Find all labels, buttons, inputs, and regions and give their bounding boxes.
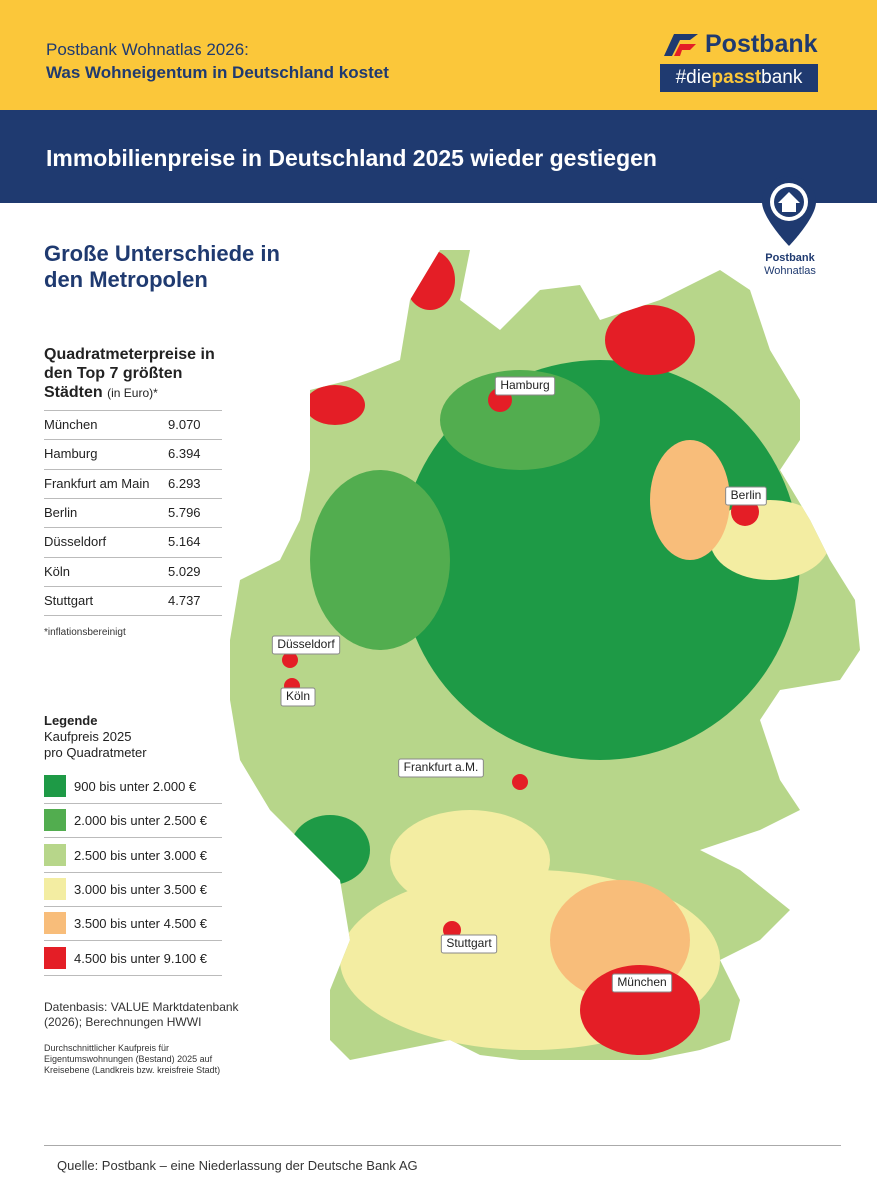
table-rule bbox=[44, 527, 222, 529]
city-name: Stuttgart bbox=[44, 592, 94, 608]
city-labels: Hamburg Berlin Düsseldorf Köln Frankfurt a.M… bbox=[271, 376, 767, 993]
table-rule bbox=[44, 615, 222, 617]
city-box bbox=[611, 973, 673, 993]
legend-sub1: Kaufpreis 2025 bbox=[44, 729, 132, 744]
city-price: 6.394 bbox=[168, 446, 201, 462]
subtitle: Große Unterschiede in den Metropolen bbox=[44, 241, 280, 292]
city-price: 5.164 bbox=[168, 534, 201, 550]
hashtag: #diepasstbank bbox=[660, 64, 818, 92]
city-price: 5.796 bbox=[168, 504, 201, 520]
city-name: Hamburg bbox=[44, 446, 98, 462]
table-title: Quadratmeterpreise in den Top 7 größten … bbox=[44, 345, 224, 403]
table-rule bbox=[44, 468, 222, 470]
city-name: Köln bbox=[44, 563, 71, 579]
city-label: Düsseldorf bbox=[277, 637, 335, 651]
header-line2: Was Wohneigentum in Deutschland kostet bbox=[46, 63, 389, 82]
city-box bbox=[398, 758, 484, 778]
table-unit: (in Euro)* bbox=[107, 386, 158, 400]
city-label: Stuttgart bbox=[446, 936, 492, 950]
footnote: *inflationsbereinigt bbox=[44, 627, 126, 638]
legend-swatch bbox=[44, 946, 66, 969]
city-price: 4.737 bbox=[168, 592, 201, 608]
brand: Postbank bbox=[705, 30, 818, 58]
banner-title: Immobilienpreise in Deutschland 2025 wie… bbox=[46, 145, 657, 171]
city-label: Berlin bbox=[731, 488, 762, 502]
legend-swatch bbox=[44, 843, 66, 866]
table-rule bbox=[44, 585, 222, 587]
logo-line2: Wohnatlas bbox=[764, 265, 816, 277]
city-box bbox=[440, 934, 498, 954]
table-rule bbox=[44, 837, 222, 839]
table-rule bbox=[44, 439, 222, 441]
legend-label: 4.500 bis unter 9.100 € bbox=[74, 950, 207, 966]
map-regions bbox=[230, 250, 860, 1060]
city-name: München bbox=[44, 417, 98, 432]
hashtag-c: bank bbox=[761, 67, 803, 88]
city-box bbox=[280, 687, 316, 707]
table-rule bbox=[44, 940, 222, 942]
city-price: 9.070 bbox=[168, 417, 201, 432]
legend-label: 2.000 bis unter 2.500 € bbox=[74, 813, 207, 829]
legend-sub2: pro Quadratmeter bbox=[44, 745, 147, 760]
city-label: Köln bbox=[286, 689, 310, 703]
hashtag-b: passt bbox=[711, 67, 762, 88]
legend-label: 900 bis unter 2.000 € bbox=[74, 779, 197, 794]
banner: Immobilienpreise in Deutschland 2025 wie… bbox=[0, 110, 877, 203]
note: Durchschnittlicher Kaufpreis für Eigentu… bbox=[44, 1043, 221, 1075]
city-price: 6.293 bbox=[168, 475, 201, 491]
legend-swatch bbox=[44, 809, 66, 832]
hashtag-a: #die bbox=[675, 67, 712, 88]
divider bbox=[44, 1145, 841, 1146]
legend-swatch bbox=[44, 775, 66, 797]
logo-pin bbox=[762, 176, 816, 246]
city-label: Frankfurt a.M. bbox=[404, 760, 479, 774]
city-name: Berlin bbox=[44, 504, 78, 520]
table-title-text: Quadratmeterpreise in den Top 7 größten … bbox=[44, 346, 215, 401]
legend-swatch bbox=[44, 877, 66, 900]
city-label: Hamburg bbox=[500, 378, 549, 392]
logo-line1: Postbank bbox=[765, 252, 815, 264]
city-name: Frankfurt am Main bbox=[44, 475, 150, 491]
legend-label: 3.000 bis unter 3.500 € bbox=[74, 881, 207, 897]
header-line1: Postbank Wohnatlas 2026: bbox=[46, 40, 249, 59]
city-box bbox=[271, 635, 341, 655]
table-rule bbox=[44, 974, 222, 976]
datasource: Datenbasis: VALUE Marktdatenbank (2026);… bbox=[44, 1000, 239, 1029]
table-rule bbox=[44, 871, 222, 873]
legend-label: 3.500 bis unter 4.500 € bbox=[74, 916, 207, 932]
legend-title: Legende bbox=[44, 713, 98, 728]
table-rule bbox=[44, 556, 222, 558]
city-price: 5.029 bbox=[168, 563, 201, 579]
legend-swatch bbox=[44, 912, 66, 935]
legend-label: 2.500 bis unter 3.000 € bbox=[74, 847, 207, 863]
table-rule bbox=[44, 905, 222, 907]
source: Quelle: Postbank – eine Niederlassung de… bbox=[57, 1158, 418, 1173]
brand-stripes bbox=[664, 34, 698, 56]
city-box bbox=[494, 376, 556, 396]
table-rule bbox=[44, 803, 222, 804]
table-rule bbox=[44, 497, 222, 499]
city-name: Düsseldorf bbox=[44, 534, 107, 550]
table-rule bbox=[44, 410, 222, 411]
header: Postbank Wohnatlas 2026: Was Wohneigentu… bbox=[0, 0, 877, 110]
city-label: München bbox=[617, 975, 666, 989]
city-box bbox=[725, 486, 767, 506]
